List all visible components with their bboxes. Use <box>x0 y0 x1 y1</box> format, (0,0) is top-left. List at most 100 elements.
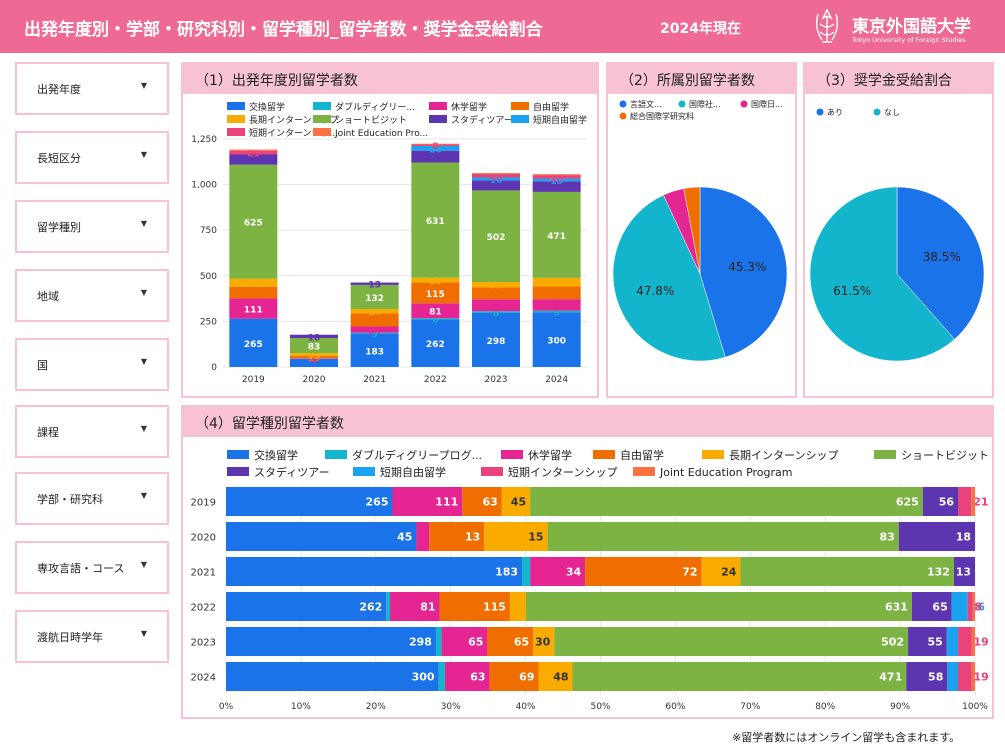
filter-study-type[interactable]: 留学種別 ▼ <box>15 200 169 253</box>
bar-data-label: 65 <box>429 154 442 164</box>
legend-label: Joint Education Program <box>659 466 792 479</box>
dropdown-caret-icon: ▼ <box>140 357 147 366</box>
filter-duration-type[interactable]: 長短区分 ▼ <box>15 131 169 184</box>
filter-country[interactable]: 国 ▼ <box>15 338 169 391</box>
y-tick-label: 2019 <box>191 498 216 509</box>
filter-travel-grade[interactable]: 渡航日時学年 ▼ <box>15 610 169 663</box>
chart-affiliation-pie: 言語文... 国際社... 国際日... 総合国際学研究科 45.3% 47.8% <box>612 99 788 362</box>
filter-faculty[interactable]: 学部・研究科 ▼ <box>15 472 169 525</box>
dropdown-caret-icon: ▼ <box>140 81 147 90</box>
filter-course[interactable]: 課程 ▼ <box>15 405 169 458</box>
pie-slice <box>683 186 701 275</box>
bar-segment-series-4 <box>532 277 581 287</box>
bar-data-label: 3 <box>311 356 317 366</box>
pie-slice <box>896 186 985 340</box>
pie-slice <box>699 186 788 358</box>
bar-segment-series-5 <box>411 162 460 278</box>
legend-label: ショートビジット <box>901 449 989 462</box>
bar-segment-series-6 <box>898 522 975 551</box>
bar-data-label: 6 <box>432 316 438 326</box>
page-title: 出発年度別・学部・研究科別・留学種別_留学者数・奨学金受給割合 <box>24 20 543 40</box>
logo-name: 東京外国語大学 <box>852 17 971 37</box>
filter-departure-year[interactable]: 出発年度 ▼ <box>15 62 169 115</box>
filter-region[interactable]: 地域 ▼ <box>15 269 169 322</box>
legend-label: 国際日... <box>751 99 783 109</box>
bar-segment-series-8 <box>229 150 278 155</box>
bar-data-label: 625 <box>244 219 263 229</box>
legend-swatch <box>429 115 447 123</box>
legend-label: 国際社... <box>689 99 721 109</box>
bar-segment-series-7 <box>946 627 959 656</box>
legend-swatch <box>874 450 896 459</box>
bar-data-label: 298 <box>487 337 506 347</box>
bar-segment-series-1 <box>532 310 581 313</box>
legend-label: スタディツアー <box>451 114 513 126</box>
bar-segment-series-7 <box>947 662 958 691</box>
bar-segment-series-9 <box>971 662 975 691</box>
bar-data-label: 8 <box>493 309 499 319</box>
bar-segment-series-3 <box>439 592 510 621</box>
bar-data-label: 132 <box>927 566 950 579</box>
bar-segment-series-2 <box>530 557 586 586</box>
bar-data-label: 262 <box>426 340 445 350</box>
bar-data-label: 26 <box>429 277 442 287</box>
legend-swatch <box>313 115 331 123</box>
bar-segment-series-3 <box>487 627 534 656</box>
bar-data-label: 8 <box>975 601 983 614</box>
pie-data-label: 45.3% <box>728 260 766 274</box>
x-tick-label: 90% <box>890 702 910 712</box>
bar-data-label: 18 <box>956 531 971 544</box>
y-tick-label: 1,250 <box>191 135 217 145</box>
bar-data-label: 30 <box>535 636 551 649</box>
bar-segment-series-6 <box>350 282 399 285</box>
legend-label: なし <box>884 108 900 117</box>
filter-major-language[interactable]: 専攻言語・コース ▼ <box>15 541 169 594</box>
bar-segment-series-7 <box>411 145 460 151</box>
bar-segment-series-4 <box>509 592 526 621</box>
panel-title: （4）留学種別留学者数 <box>183 407 992 437</box>
bar-data-label: 83 <box>308 343 321 353</box>
panel-yearly-students: （1）出発年度別留学者数 交換留学 ダブルディグリー... 休学留学 自由留学 長期イン… <box>181 62 599 398</box>
legend-dot <box>873 108 881 116</box>
bar-segment-series-8 <box>967 592 973 621</box>
bar-segment-series-2 <box>392 487 463 516</box>
bar-segment-series-0 <box>350 333 399 367</box>
bar-data-label: 56 <box>939 496 955 509</box>
filter-label: 国 <box>37 359 48 372</box>
legend-label: 総合国際学研究科 <box>630 111 694 121</box>
bar-segment-series-0 <box>532 312 581 367</box>
x-tick-label: 2022 <box>424 375 447 385</box>
bar-data-label: 30 <box>490 282 503 292</box>
bar-segment-series-9 <box>229 149 278 151</box>
filter-label: 専攻言語・コース <box>37 562 125 575</box>
bar-segment-series-3 <box>532 286 581 300</box>
bar-data-label: 63 <box>483 496 498 509</box>
x-tick-label: 2023 <box>485 375 508 385</box>
x-tick-label: 80% <box>815 702 835 712</box>
bar-data-label: 15 <box>528 531 543 544</box>
bar-segment-series-4 <box>538 662 573 691</box>
legend-label: ダブルディグリー... <box>335 101 415 113</box>
bar-segment-series-4 <box>701 557 741 586</box>
bar-segment-series-1 <box>411 318 460 320</box>
legend-swatch <box>511 102 529 110</box>
bar-segment-series-9 <box>472 173 520 175</box>
bar-data-label: 502 <box>881 636 904 649</box>
bar-segment-series-6 <box>532 181 581 192</box>
bar-segment-series-3 <box>462 487 502 516</box>
legend-label: 自由留学 <box>533 101 569 113</box>
bar-data-label: 631 <box>426 217 445 227</box>
panel-affiliation: （2）所属別留学者数 言語文... 国際社... 国際日... 総合国際学研究科 45.… <box>606 62 797 398</box>
dropdown-caret-icon: ▼ <box>140 288 147 297</box>
legend-swatch <box>481 467 503 476</box>
bar-segment-series-9 <box>971 627 975 656</box>
dropdown-caret-icon: ▼ <box>140 150 147 159</box>
y-tick-label: 2021 <box>191 568 216 579</box>
bar-data-label: 45 <box>247 280 260 290</box>
bar-segment-series-2 <box>444 662 490 691</box>
legend-swatch <box>227 128 245 136</box>
bar-segment-series-5 <box>290 337 338 354</box>
bar-segment-series-9 <box>972 592 975 621</box>
x-tick-label: 2024 <box>545 375 568 385</box>
bar-segment-series-1 <box>472 311 520 313</box>
